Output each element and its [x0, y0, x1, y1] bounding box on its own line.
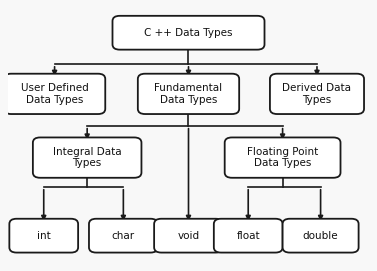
Text: User Defined
Data Types: User Defined Data Types	[21, 83, 89, 105]
FancyBboxPatch shape	[89, 219, 158, 253]
Text: double: double	[303, 231, 339, 241]
FancyBboxPatch shape	[225, 137, 340, 178]
FancyBboxPatch shape	[112, 16, 265, 50]
Text: int: int	[37, 231, 51, 241]
Text: Fundamental
Data Types: Fundamental Data Types	[155, 83, 222, 105]
FancyBboxPatch shape	[33, 137, 141, 178]
Text: float: float	[236, 231, 260, 241]
FancyBboxPatch shape	[138, 74, 239, 114]
Text: Integral Data
Types: Integral Data Types	[53, 147, 121, 168]
FancyBboxPatch shape	[154, 219, 223, 253]
Text: char: char	[112, 231, 135, 241]
Text: C ++ Data Types: C ++ Data Types	[144, 28, 233, 38]
FancyBboxPatch shape	[270, 74, 364, 114]
FancyBboxPatch shape	[4, 74, 105, 114]
Text: void: void	[178, 231, 199, 241]
FancyBboxPatch shape	[9, 219, 78, 253]
Text: Derived Data
Types: Derived Data Types	[282, 83, 351, 105]
Text: Floating Point
Data Types: Floating Point Data Types	[247, 147, 318, 168]
FancyBboxPatch shape	[283, 219, 359, 253]
FancyBboxPatch shape	[214, 219, 283, 253]
